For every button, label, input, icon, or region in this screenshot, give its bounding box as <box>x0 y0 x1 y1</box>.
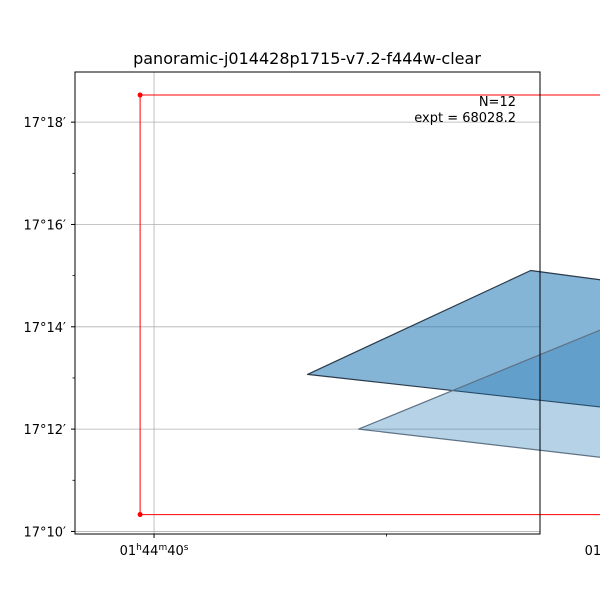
exposure-label: expt = 68028.2 <box>414 111 516 126</box>
footprints <box>306 269 600 458</box>
y-tick-label: 17°14′ <box>23 321 66 336</box>
y-tick-label: 17°12′ <box>23 423 66 438</box>
y-tick-label: 17°16′ <box>23 218 66 233</box>
boundary-vertex <box>137 512 143 518</box>
boundary-vertex <box>137 92 143 98</box>
axis-ticks: 01h44m40s01h44m30s01h44m20s17°10′17°12′1… <box>23 116 600 559</box>
y-tick-label: 17°10′ <box>23 525 66 540</box>
plot-frame <box>74 71 541 535</box>
boundary-outline <box>139 94 600 516</box>
count-label: N=12 <box>479 95 516 110</box>
y-tick-label: 17°18′ <box>23 116 66 131</box>
x-tick-label: 01h44m30s <box>585 543 600 559</box>
boundary <box>137 92 600 518</box>
x-tick-label: 01h44m40s <box>120 543 189 559</box>
footprint-lower-dark <box>306 269 600 408</box>
grid <box>75 72 540 534</box>
chart-title: panoramic-j014428p1715-v7.2-f444w-clear <box>133 49 481 68</box>
